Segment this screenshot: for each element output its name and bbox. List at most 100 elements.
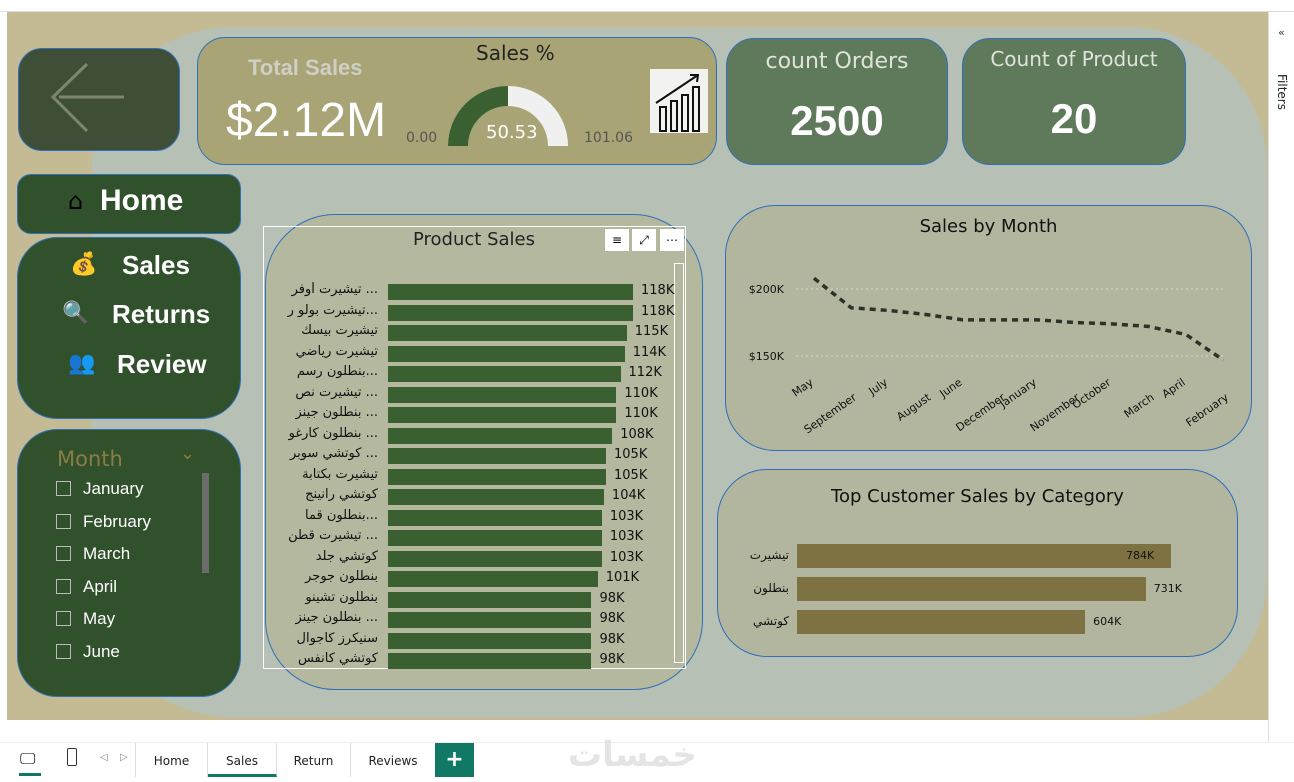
category-data-label: 784K (1126, 549, 1155, 562)
gauge-min: 0.00 (406, 130, 438, 146)
month-option[interactable]: January (56, 479, 196, 501)
nav-review-button[interactable]: 👥 Review (18, 346, 240, 386)
y-tick-label: $150K (749, 350, 785, 363)
money-bag-icon: 💰 (70, 252, 98, 277)
bar-category-label: ... تيشيرت قطن (288, 528, 378, 543)
scroll-left-icon[interactable]: ◁ (100, 752, 108, 763)
month-option[interactable]: February (56, 512, 196, 534)
bar[interactable] (388, 345, 625, 362)
count-product-label: Count of Product (990, 47, 1158, 71)
bar-category-label: ...بنطلون قما (305, 507, 378, 523)
bar-category-label: تيشيرت رياضي (295, 343, 378, 359)
filters-label: Filters (1275, 74, 1289, 110)
category-bar[interactable] (797, 577, 1146, 601)
x-tick-label: January (996, 376, 1039, 411)
month-option[interactable]: June (56, 642, 196, 664)
bar[interactable] (388, 407, 617, 423)
focus-mode-icon[interactable]: ⤢ (632, 229, 656, 251)
count-orders-value: 2500 (790, 97, 884, 144)
bar-data-label: 110K (624, 385, 658, 401)
x-tick-label: February (1184, 391, 1232, 430)
bar[interactable] (388, 427, 613, 444)
bar[interactable] (388, 509, 602, 526)
nav-returns-button[interactable]: 🔍 Returns (18, 296, 240, 336)
add-page-button[interactable]: + (435, 743, 474, 777)
bar[interactable] (388, 571, 598, 587)
bar[interactable] (388, 468, 606, 485)
sales-by-month-panel: Sales by Month $200K $150K May September Jul… (725, 205, 1252, 451)
bar-data-label: 98K (599, 611, 625, 626)
category-label: تيشيرت (749, 548, 789, 562)
total-sales-value: $2.12M (226, 94, 387, 147)
month-option-label: February (83, 511, 152, 531)
bar-data-label: 118K (641, 283, 675, 298)
chevron-down-icon[interactable]: ⌄ (180, 443, 196, 464)
checkbox[interactable] (56, 546, 71, 562)
bar[interactable] (388, 284, 633, 300)
slicer-scrollbar[interactable] (202, 473, 209, 573)
month-option[interactable]: May (56, 609, 196, 631)
month-option[interactable]: March (56, 544, 196, 566)
month-slicer: Month ⌄ January February March April May June (17, 429, 241, 697)
bar-data-label: 103K (609, 508, 644, 524)
bar-category-label: بنطلون تشينو (305, 589, 378, 605)
more-options-icon[interactable]: ⋯ (660, 229, 684, 251)
desktop-view-icon[interactable]: 🖵 (20, 749, 36, 768)
checkbox[interactable] (56, 513, 71, 529)
bar-chart-growth-icon (650, 69, 708, 133)
bar[interactable] (388, 550, 602, 567)
bar[interactable] (388, 366, 621, 382)
tab-reviews[interactable]: Reviews (368, 754, 418, 768)
checkbox[interactable] (56, 611, 71, 627)
checkbox[interactable] (56, 578, 71, 594)
bar[interactable] (388, 632, 592, 649)
total-sales-label: Total Sales (248, 55, 363, 80)
bar[interactable] (388, 653, 592, 669)
bar[interactable] (388, 612, 592, 628)
checkbox[interactable] (56, 644, 71, 659)
gauge-max: 101.06 (584, 130, 633, 146)
document-search-icon: 🔍 (62, 301, 90, 326)
bar[interactable] (388, 448, 606, 464)
category-bar[interactable] (797, 544, 1171, 568)
category-sales-title: Top Customer Sales by Category (831, 486, 1124, 507)
x-tick-label: July (866, 376, 891, 399)
bar-data-label: 115K (634, 324, 669, 339)
bar-data-label: 98K (599, 631, 625, 647)
month-option-label: March (83, 544, 131, 564)
nav-sales-button[interactable]: 💰 Sales (18, 246, 240, 286)
count-product-value: 20 (1050, 95, 1098, 142)
sales-gauge (448, 86, 568, 146)
bar[interactable] (388, 591, 592, 608)
bar-data-label: 112K (628, 365, 662, 380)
scroll-right-icon[interactable]: ▷ (120, 752, 128, 763)
bar[interactable] (388, 386, 617, 403)
bar-data-label: 104K (611, 488, 646, 503)
filter-icon[interactable]: ≡ (605, 229, 629, 251)
nav-panel: 💰 Sales 🔍 Returns 👥 Review (17, 237, 241, 419)
bar-data-label: 108K (620, 426, 654, 442)
mobile-view-icon[interactable] (67, 748, 77, 766)
arrow-left-icon (50, 62, 124, 133)
bar[interactable] (388, 325, 627, 341)
category-label: بنطلون (753, 581, 789, 595)
chevron-double-left-icon[interactable]: « (1278, 26, 1285, 39)
nav-review-label: Review (117, 349, 207, 379)
tab-return[interactable]: Return (277, 743, 351, 777)
bar[interactable] (388, 304, 633, 321)
tab-sales[interactable]: Sales (208, 743, 277, 777)
x-tick-label: April (1160, 376, 1188, 401)
category-bar[interactable] (797, 610, 1086, 634)
visual-scrollbar[interactable] (674, 263, 684, 663)
month-option[interactable]: April (56, 577, 196, 599)
tab-home[interactable]: Home (135, 743, 208, 777)
bar[interactable] (388, 530, 602, 546)
bar[interactable] (388, 489, 604, 505)
checkbox[interactable] (56, 481, 71, 496)
filters-pane[interactable]: « Filters (1268, 12, 1294, 742)
product-sales-visual[interactable]: Product Sales ≡ ⤢ ⋯ ... تيشيرت أوفر 118K.… (263, 226, 686, 669)
bar-data-label: 98K (599, 652, 625, 667)
nav-home-button[interactable]: ⌂ Home (17, 174, 241, 234)
bar-data-label: 105K (614, 467, 648, 483)
back-button[interactable] (18, 48, 180, 151)
